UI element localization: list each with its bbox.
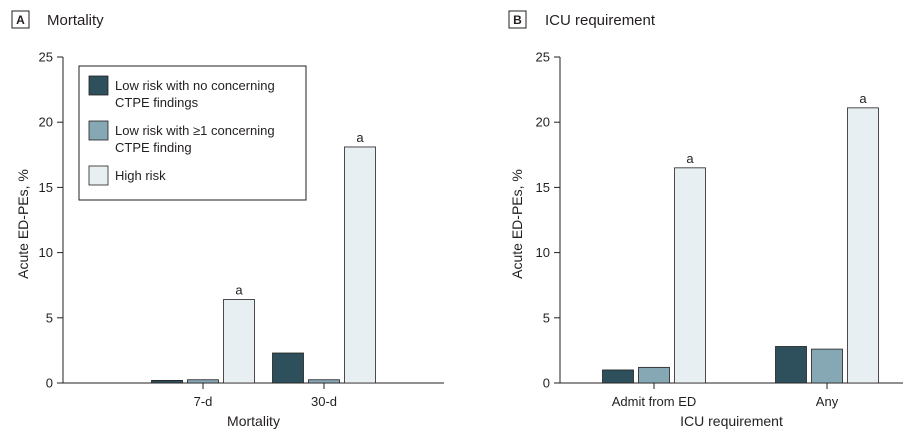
x-tick-label: Admit from ED <box>612 394 697 409</box>
y-tick-label: 15 <box>536 180 550 195</box>
legend-swatch <box>88 75 109 96</box>
legend-label: Low risk with no concerning <box>115 78 275 93</box>
x-tick-label: 30-d <box>311 394 337 409</box>
y-tick-label: 5 <box>46 310 53 325</box>
y-tick-label: 5 <box>543 310 550 325</box>
x-axis-label: ICU requirement <box>680 413 783 429</box>
bar-annotation: a <box>235 283 243 298</box>
y-tick-label: 25 <box>536 50 550 65</box>
y-tick-label: 0 <box>46 376 53 391</box>
bar-annotation: a <box>859 91 867 106</box>
legend-label: CTPE findings <box>115 95 199 110</box>
panel-letter: A <box>16 13 25 27</box>
y-tick-label: 10 <box>536 245 550 260</box>
bar <box>847 107 879 384</box>
bar <box>674 167 706 384</box>
bar <box>775 346 807 384</box>
legend-label: Low risk with ≥1 concerning <box>115 123 275 138</box>
bar <box>187 379 219 384</box>
bar <box>811 348 843 384</box>
y-axis-label: Acute ED-PEs, % <box>15 169 31 279</box>
bar <box>638 366 670 384</box>
legend-label: CTPE finding <box>115 140 192 155</box>
panel-badge-box <box>11 10 30 29</box>
bar <box>602 369 634 384</box>
bar-annotation: a <box>356 130 364 145</box>
x-tick-label: Any <box>816 394 839 409</box>
bar <box>151 379 183 384</box>
y-tick-label: 25 <box>39 50 53 65</box>
y-tick-label: 15 <box>39 180 53 195</box>
bar <box>223 299 255 384</box>
legend-label: High risk <box>115 168 166 183</box>
y-tick-label: 10 <box>39 245 53 260</box>
y-tick-label: 20 <box>536 115 550 130</box>
panel-badge-box <box>508 10 527 29</box>
bar-annotation: a <box>686 151 694 166</box>
legend-swatch <box>88 165 109 186</box>
y-tick-label: 20 <box>39 115 53 130</box>
panel-title: ICU requirement <box>545 12 656 29</box>
legend-swatch <box>88 120 109 141</box>
bar <box>344 146 376 384</box>
x-tick-label: 7-d <box>194 394 213 409</box>
y-axis-label: Acute ED-PEs, % <box>509 169 525 279</box>
y-tick-label: 0 <box>543 376 550 391</box>
legend-box <box>78 65 307 201</box>
bar <box>308 379 340 384</box>
panel-letter: B <box>513 13 522 27</box>
x-axis-label: Mortality <box>227 413 280 429</box>
panel-title: Mortality <box>47 12 104 29</box>
bar <box>272 352 304 384</box>
